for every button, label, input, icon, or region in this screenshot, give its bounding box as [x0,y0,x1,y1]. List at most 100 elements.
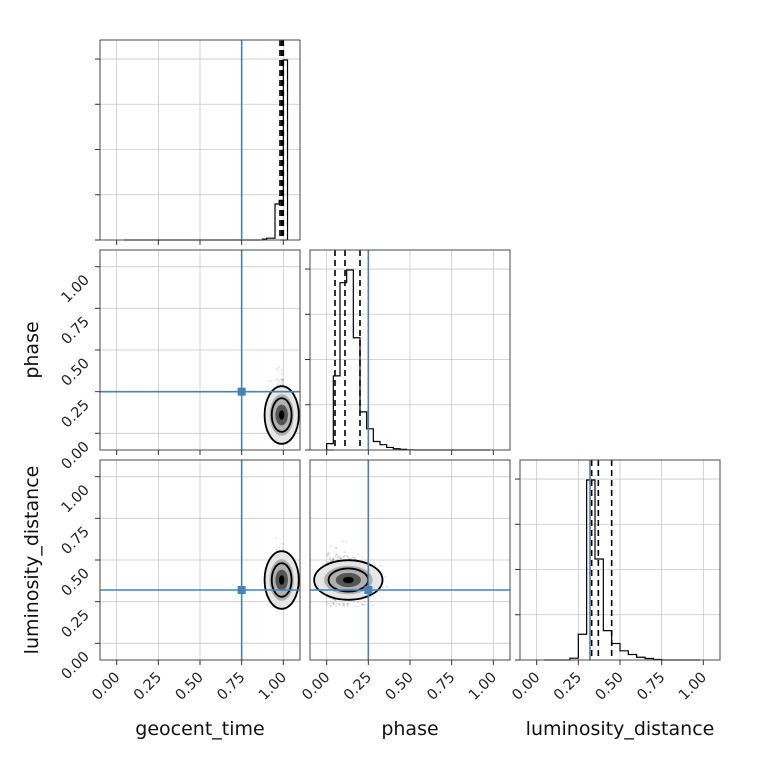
scatter-point [328,556,331,559]
y-tick-label: 0.75 [59,314,93,348]
x-tick-label: 0.25 [131,670,165,704]
histogram-phase [326,269,414,451]
contour-inner [270,397,293,433]
scatter-point [330,602,333,605]
scatter-point [343,551,346,554]
scatter-point [363,600,366,603]
scatter-point [385,585,388,588]
scatter-point [329,560,332,563]
panel-luminosity_distance-phase [309,459,511,661]
scatter-point [334,599,337,602]
scatter-point [266,604,269,607]
scatter-point [270,379,273,382]
x-axis-label-luminosity_distance: luminosity_distance [526,718,715,740]
scatter-point [357,553,360,556]
scatter-point [279,383,282,386]
scatter-point [342,555,345,558]
y-tick-label: 0.00 [59,649,93,683]
scatter-point [327,554,330,557]
scatter-point [325,603,328,606]
scatter-point [343,602,345,605]
scatter-point [346,555,348,557]
scatter-point [357,601,360,604]
scatter-point [346,555,349,558]
scatter-point [348,557,351,560]
x-tick-label: 0.25 [551,670,585,704]
scatter-point [344,554,346,557]
scatter-point [335,605,337,608]
x-tick-label: 0.50 [383,670,417,704]
scatter-point [332,557,335,560]
scatter-point [339,604,342,607]
y-tick-label: 0.25 [59,607,93,641]
scatter-point [332,557,335,560]
scatter-point [334,555,337,557]
scatter-point [361,555,364,558]
scatter-point [278,380,281,383]
x-axis-label-phase: phase [381,718,438,740]
scatter-point [279,378,282,380]
scatter-point [276,378,279,381]
scatter-point [379,564,382,567]
scatter-point [346,605,349,608]
scatter-point [332,602,335,605]
scatter-point [330,605,333,608]
scatter-point [281,548,284,550]
scatter-point [275,367,278,370]
density-peak [278,410,285,420]
scatter-point [330,560,332,562]
scatter-point [335,602,338,605]
scatter-point [335,546,338,549]
scatter-point [277,382,279,385]
scatter-point [280,379,283,382]
x-tick-label: 0.75 [214,670,248,704]
scatter-point [361,603,364,606]
scatter-point [363,603,366,606]
scatter-point [280,381,283,384]
scatter-point [278,546,281,549]
scatter-point [360,603,363,605]
scatter-point [384,576,387,579]
x-tick-label: 0.25 [341,670,375,704]
y-axis-label-phase: phase [21,321,43,378]
truth-marker [364,586,373,594]
truth-marker [237,387,246,396]
scatter-point [281,383,284,385]
panel-phase-phase [309,249,511,451]
scatter-point [329,600,332,603]
scatter-point [339,557,342,559]
y-tick-label: 0.50 [59,566,93,600]
y-tick-label: 1.00 [59,482,93,516]
scatter-point [281,378,284,381]
scatter-point [340,557,342,560]
panel-geocent_time-geocent_time [95,39,301,241]
scatter-point [332,601,335,604]
scatter-point [281,379,284,382]
scatter-point [327,552,329,555]
x-tick-label: 0.00 [509,670,543,704]
scatter-point [338,557,341,559]
density-peak [278,575,285,585]
density-peak [342,576,354,584]
scatter-point [356,605,359,608]
scatter-point [326,554,329,557]
scatter-point [332,559,334,562]
y-tick-label: 0.75 [59,524,93,558]
x-tick-label: 0.75 [634,670,668,704]
x-axis-label-geocent_time: geocent_time [135,718,264,740]
scatter-point [343,605,346,608]
x-tick-label: 0.50 [593,670,627,704]
contour-outer [263,550,300,610]
scatter-point [330,545,332,547]
x-tick-label: 0.50 [173,670,207,704]
x-tick-label: 0.75 [424,670,458,704]
scatter-points [263,536,300,610]
scatter-point [281,542,284,545]
scatter-point [348,602,350,605]
contour-outer [263,385,300,445]
scatter-point [342,604,345,607]
x-tick-label: 0.00 [89,670,123,704]
scatter-point [268,380,270,382]
panel-phase-geocent_time [99,249,301,451]
scatter-point [332,603,335,606]
